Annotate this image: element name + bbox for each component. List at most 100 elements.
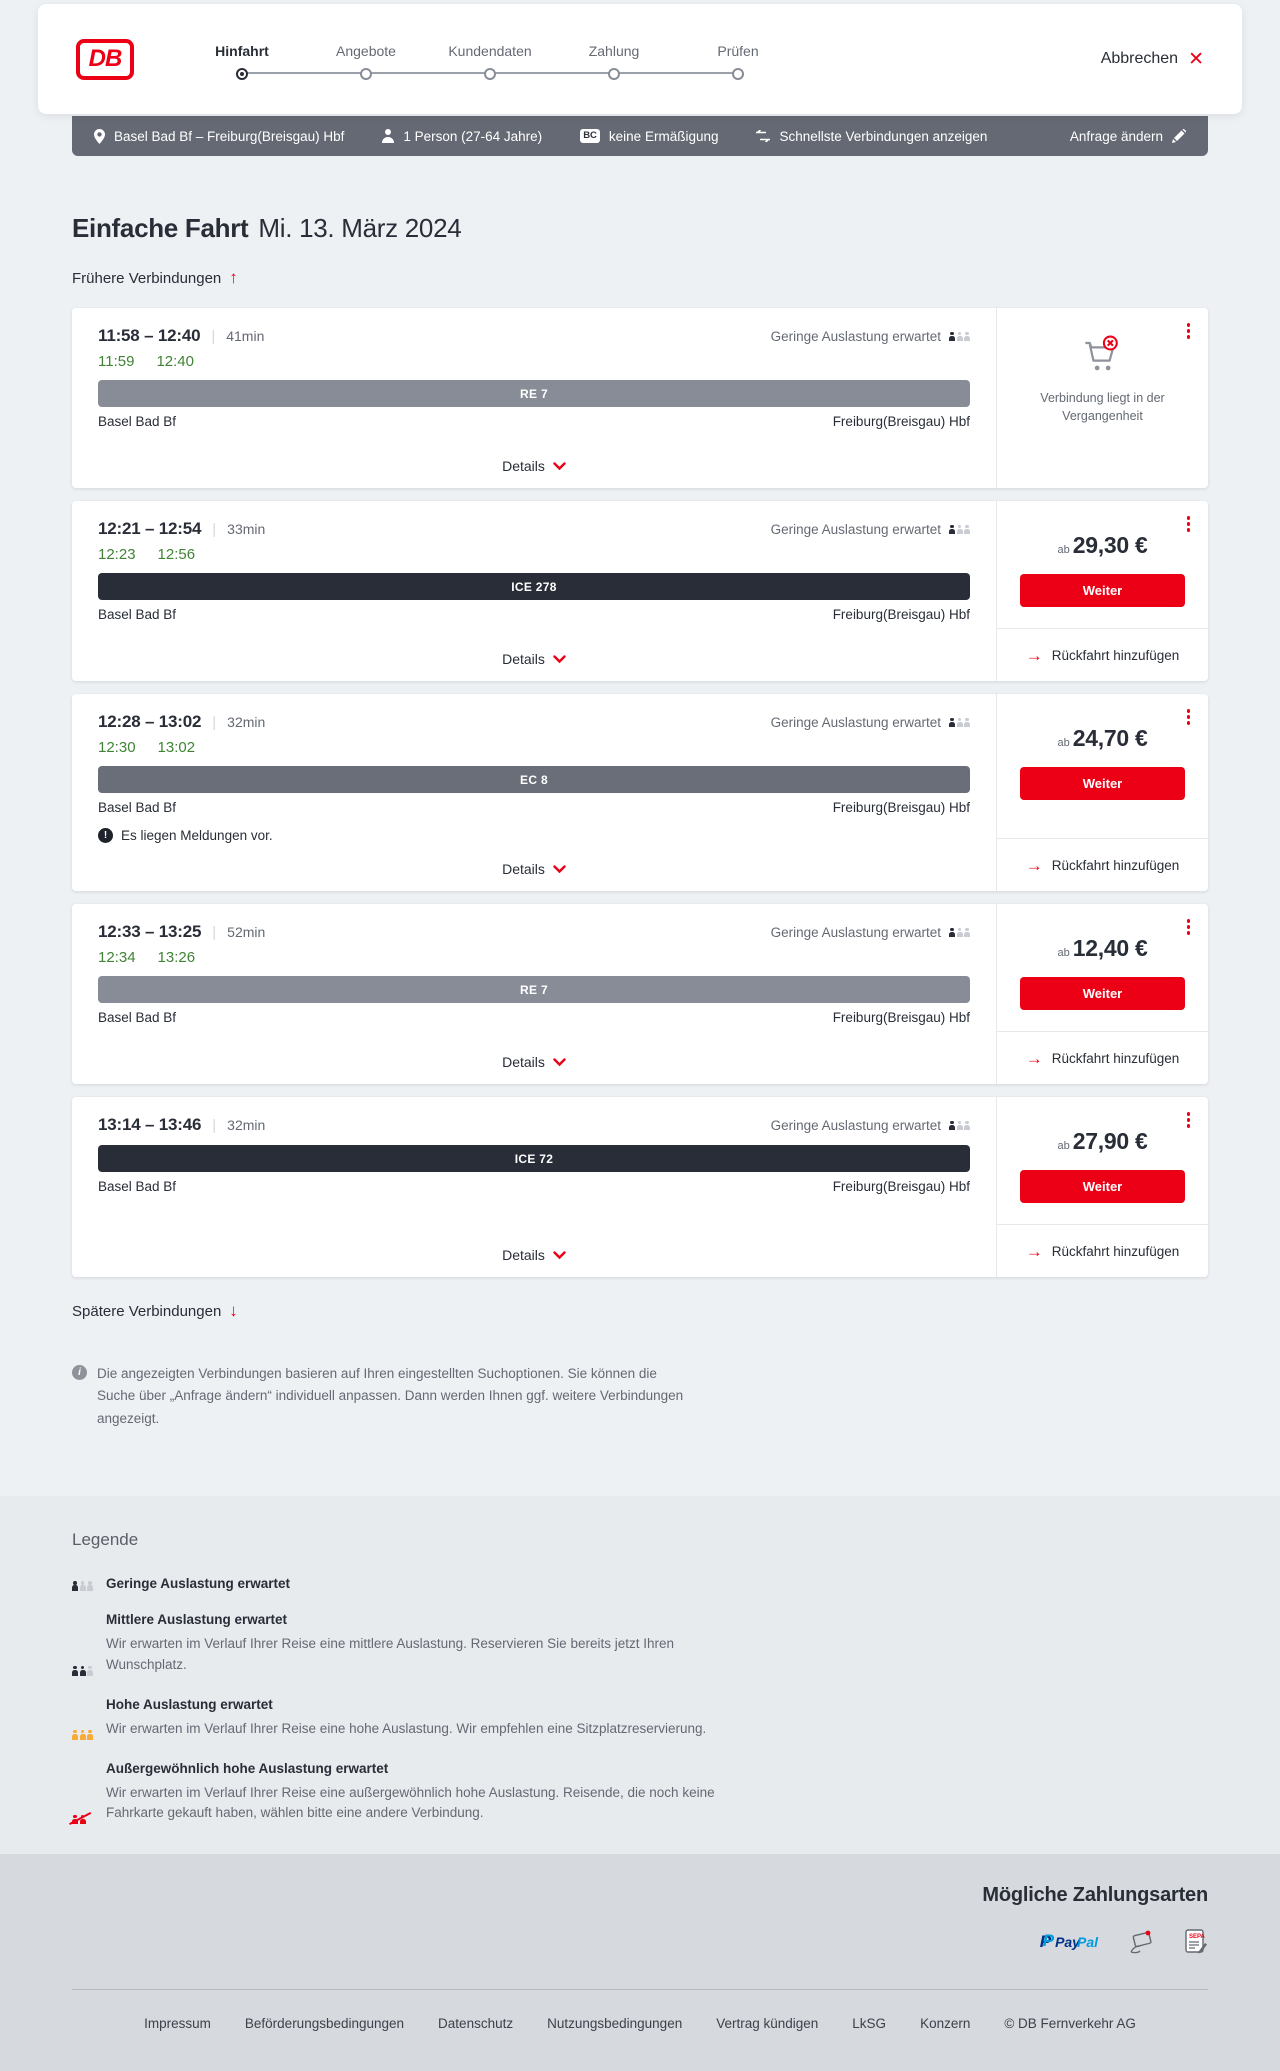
origin-station: Basel Bad Bf	[98, 1179, 177, 1194]
realtime-value: 11:59	[98, 353, 135, 370]
details-toggle[interactable]: Details	[502, 1229, 566, 1263]
price-prefix: ab	[1057, 947, 1070, 959]
connection-card: 11:58 – 12:40 | 41min Geringe Auslastung…	[72, 308, 1208, 488]
add-return-button[interactable]: → Rückfahrt hinzufügen	[997, 1224, 1208, 1277]
occupancy-legend-icon	[72, 1612, 96, 1676]
connection-list: 11:58 – 12:40 | 41min Geringe Auslastung…	[72, 308, 1208, 1277]
chevron-down-icon	[553, 654, 566, 663]
occupancy: Geringe Auslastung erwartet	[771, 522, 970, 537]
price-block: ab 12,40 €	[997, 935, 1208, 962]
legend-item: Mittlere Auslastung erwartet Wir erwarte…	[72, 1612, 1208, 1676]
step-hinfahrt[interactable]: Hinfahrt	[180, 43, 304, 80]
offer-panel: ab 27,90 € Weiter → Rückfahrt hinzufügen	[996, 1097, 1208, 1277]
details-label: Details	[502, 458, 545, 474]
train-label-bar: ICE 278	[98, 573, 970, 600]
kebab-menu-button[interactable]	[1184, 916, 1194, 938]
weiter-button[interactable]: Weiter	[1020, 767, 1185, 800]
connection-times: 11:58 – 12:40	[98, 326, 201, 345]
location-pin-icon	[94, 128, 105, 144]
destination-station: Freiburg(Breisgau) Hbf	[832, 607, 970, 622]
legend-item-desc: Wir erwarten im Verlauf Ihrer Reise eine…	[106, 1784, 715, 1821]
chevron-down-icon	[553, 864, 566, 873]
info-note: i Die angezeigten Verbindungen basieren …	[72, 1363, 692, 1430]
legend-item-label: Mittlere Auslastung erwartet	[106, 1611, 288, 1627]
weiter-button[interactable]: Weiter	[1020, 574, 1185, 607]
later-connections-link[interactable]: Spätere Verbindungen ↓	[72, 1301, 238, 1320]
kebab-menu-button[interactable]	[1184, 706, 1194, 728]
connection-times: 13:14 – 13:46	[98, 1115, 202, 1134]
occupancy-label: Geringe Auslastung erwartet	[770, 522, 941, 537]
weiter-button[interactable]: Weiter	[1020, 1170, 1185, 1203]
legend-item-desc: Wir erwarten im Verlauf Ihrer Reise eine…	[106, 1720, 707, 1736]
legend-title: Legende	[72, 1529, 139, 1549]
connection-card: 12:33 – 13:25 | 52min Geringe Auslastung…	[72, 904, 1208, 1084]
db-logo: DB	[76, 38, 134, 80]
realtime-value: 13:02	[157, 739, 196, 756]
offer-panel: ab 12,40 € Weiter → Rückfahrt hinzufügen	[996, 904, 1208, 1084]
earlier-connections-link[interactable]: Frühere Verbindungen ↑	[72, 268, 238, 287]
add-return-button[interactable]: → Rückfahrt hinzufügen	[997, 838, 1208, 891]
price-prefix: ab	[1057, 544, 1070, 556]
realtime-value: 12:40	[156, 353, 194, 370]
legend-section: Legende Geringe Auslastung erwartet Mitt…	[0, 1495, 1280, 1855]
train-label-bar: RE 7	[98, 976, 970, 1003]
origin-station: Basel Bad Bf	[98, 800, 177, 815]
legend-item-label: Geringe Auslastung erwartet	[106, 1575, 291, 1591]
add-return-button[interactable]: → Rückfahrt hinzufügen	[997, 1031, 1208, 1084]
kebab-menu-button[interactable]	[1184, 513, 1194, 535]
weiter-button[interactable]: Weiter	[1020, 977, 1185, 1010]
separator: |	[212, 521, 217, 538]
discount-summary: BC keine Ermäßigung	[580, 129, 718, 144]
step-dot	[360, 67, 372, 80]
details-toggle[interactable]: Details	[502, 1036, 566, 1070]
connection-card: 12:21 – 12:54 | 33min Geringe Auslastung…	[72, 501, 1208, 681]
price-block: ab 29,30 €	[997, 532, 1208, 559]
arrow-right-icon: →	[1025, 1048, 1043, 1068]
checkout-header: DB Hinfahrt Angebote Kundendaten Zahlung…	[38, 4, 1242, 114]
connection-duration: 41min	[226, 328, 265, 344]
occupancy-label: Geringe Auslastung erwartet	[770, 329, 941, 344]
separator: |	[211, 328, 216, 345]
kebab-menu-button[interactable]	[1184, 320, 1194, 342]
change-request-button[interactable]: Anfrage ändern	[1070, 129, 1186, 144]
price-prefix: ab	[1057, 1140, 1070, 1152]
connection-duration: 33min	[227, 521, 266, 537]
details-toggle[interactable]: Details	[502, 843, 566, 877]
details-toggle[interactable]: Details	[502, 440, 566, 474]
step-pruefen[interactable]: Prüfen	[676, 43, 800, 80]
results-main: Einfache Fahrt Mi. 13. März 2024 Frühere …	[72, 156, 1208, 1496]
realtime-value: 12:34	[98, 949, 136, 966]
realtime-times: 12:23 12:56	[98, 546, 970, 563]
details-toggle[interactable]: Details	[502, 633, 566, 667]
occupancy-legend-icon	[69, 1761, 96, 1826]
realtime-times: 12:30 13:02	[98, 739, 970, 756]
footer-links: Impressum Beförderungsbedingungen Datensch…	[72, 1989, 1208, 2071]
realtime-value: 13:26	[157, 949, 196, 966]
step-kundendaten[interactable]: Kundendaten	[428, 43, 552, 80]
progress-steps: Hinfahrt Angebote Kundendaten Zahlung Pr…	[180, 39, 800, 80]
destination-station: Freiburg(Breisgau) Hbf	[832, 1010, 970, 1025]
step-zahlung[interactable]: Zahlung	[552, 43, 676, 80]
connection-duration: 32min	[227, 1117, 266, 1133]
cancel-button[interactable]: Abbrechen ✕	[1100, 48, 1204, 70]
connection-card: 13:14 – 13:46 | 32min Geringe Auslastung…	[72, 1097, 1208, 1277]
occupancy-label: Geringe Auslastung erwartet	[770, 715, 941, 730]
connection-times: 12:33 – 13:25	[98, 922, 202, 941]
destination-station: Freiburg(Breisgau) Hbf	[832, 800, 970, 815]
add-return-button[interactable]: → Rückfahrt hinzufügen	[997, 628, 1208, 681]
destination-station: Freiburg(Breisgau) Hbf	[832, 1179, 970, 1194]
train-label-bar: EC 8	[98, 766, 970, 793]
add-return-label: Rückfahrt hinzufügen	[1051, 1050, 1180, 1066]
message-row: ! Es liegen Meldungen vor.	[98, 828, 970, 843]
occupancy-icon	[949, 525, 970, 535]
details-label: Details	[502, 651, 545, 667]
close-icon: ✕	[1188, 48, 1204, 70]
connection-duration: 32min	[227, 714, 266, 730]
kebab-menu-button[interactable]	[1184, 1109, 1194, 1131]
realtime-value: 12:56	[157, 546, 196, 563]
step-angebote[interactable]: Angebote	[304, 43, 428, 80]
travel-date: Mi. 13. März 2024	[258, 213, 462, 243]
add-return-label: Rückfahrt hinzufügen	[1051, 647, 1180, 663]
